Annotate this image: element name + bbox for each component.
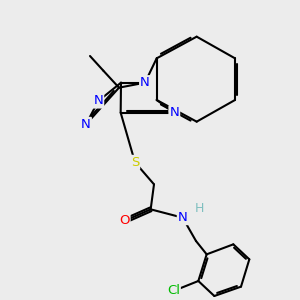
Text: N: N <box>140 76 150 89</box>
Text: N: N <box>81 118 91 131</box>
Text: H: H <box>195 202 204 215</box>
Text: N: N <box>178 211 188 224</box>
Text: N: N <box>94 94 103 107</box>
Text: N: N <box>169 106 179 119</box>
Text: Cl: Cl <box>167 284 180 298</box>
Text: S: S <box>131 156 139 169</box>
Text: O: O <box>119 214 130 227</box>
